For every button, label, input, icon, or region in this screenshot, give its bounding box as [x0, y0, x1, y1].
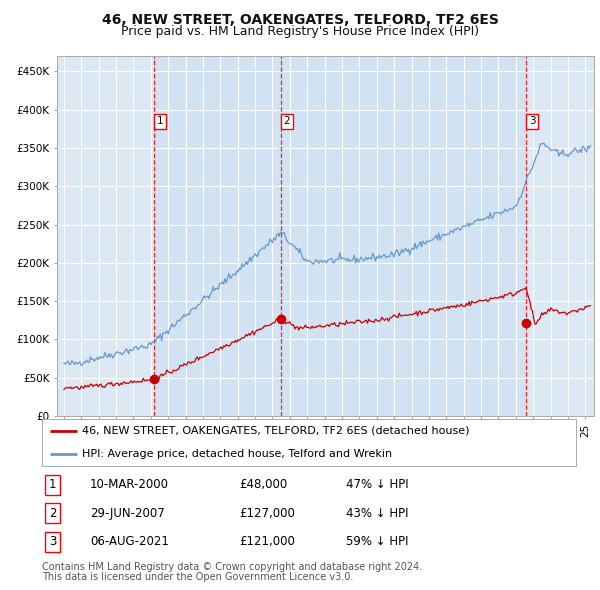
- Text: £127,000: £127,000: [239, 507, 295, 520]
- Text: Contains HM Land Registry data © Crown copyright and database right 2024.: Contains HM Land Registry data © Crown c…: [42, 562, 422, 572]
- Text: 1: 1: [49, 478, 56, 491]
- Text: 10-MAR-2000: 10-MAR-2000: [90, 478, 169, 491]
- Text: This data is licensed under the Open Government Licence v3.0.: This data is licensed under the Open Gov…: [42, 572, 353, 582]
- Text: 46, NEW STREET, OAKENGATES, TELFORD, TF2 6ES: 46, NEW STREET, OAKENGATES, TELFORD, TF2…: [101, 13, 499, 27]
- Text: Price paid vs. HM Land Registry's House Price Index (HPI): Price paid vs. HM Land Registry's House …: [121, 25, 479, 38]
- Text: 3: 3: [49, 535, 56, 548]
- Text: 06-AUG-2021: 06-AUG-2021: [90, 535, 169, 548]
- Text: 59% ↓ HPI: 59% ↓ HPI: [346, 535, 409, 548]
- Text: 3: 3: [529, 116, 535, 126]
- Text: 46, NEW STREET, OAKENGATES, TELFORD, TF2 6ES (detached house): 46, NEW STREET, OAKENGATES, TELFORD, TF2…: [82, 426, 470, 435]
- Text: 1: 1: [157, 116, 163, 126]
- Text: £48,000: £48,000: [239, 478, 288, 491]
- Text: 2: 2: [49, 507, 56, 520]
- Text: 29-JUN-2007: 29-JUN-2007: [90, 507, 165, 520]
- Text: HPI: Average price, detached house, Telford and Wrekin: HPI: Average price, detached house, Telf…: [82, 450, 392, 459]
- Text: 43% ↓ HPI: 43% ↓ HPI: [346, 507, 409, 520]
- Text: 47% ↓ HPI: 47% ↓ HPI: [346, 478, 409, 491]
- Bar: [154, 56, 526, 416]
- Text: £121,000: £121,000: [239, 535, 295, 548]
- Text: 2: 2: [284, 116, 290, 126]
